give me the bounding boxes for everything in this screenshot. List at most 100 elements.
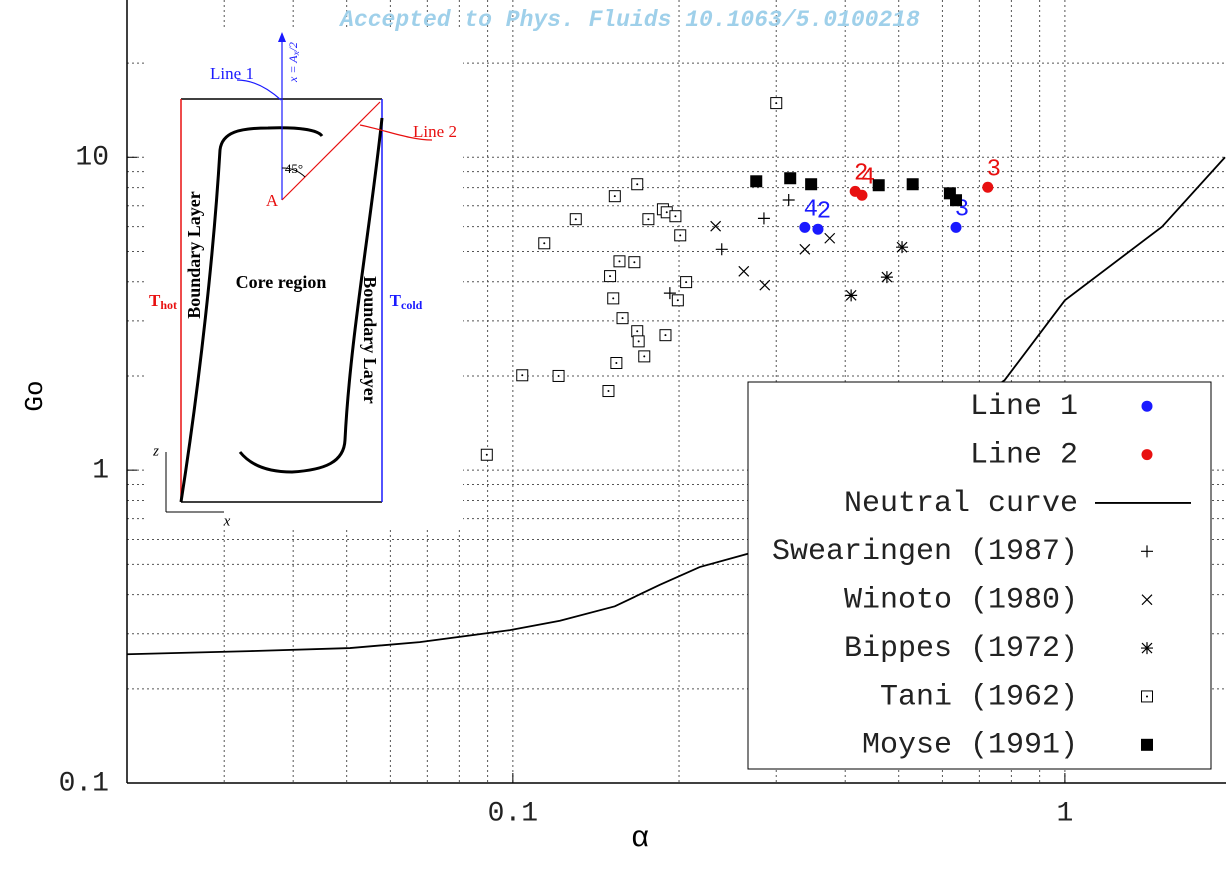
point (1141, 594, 1153, 606)
point-dot (685, 281, 688, 284)
point (632, 335, 645, 348)
legend-label: Neutral curve (844, 487, 1078, 521)
point (950, 221, 962, 233)
point-label: 2 (817, 199, 831, 226)
right-layer-label: Boundary Layer (360, 276, 380, 404)
point-dot (574, 218, 577, 221)
legend-label: Swearingen (1987) (772, 535, 1078, 569)
point-dot (775, 102, 778, 105)
point (784, 172, 797, 185)
core-label: Core region (236, 272, 327, 292)
point (856, 189, 868, 201)
point (516, 369, 529, 382)
sub: cold (401, 298, 423, 312)
legend: Line 1 Line 2 Neutral curve Swearingen (198… (747, 381, 1212, 770)
point-dot (557, 374, 560, 377)
hot-label: Thot (149, 291, 177, 312)
point (805, 178, 818, 191)
legend-label: Tani (1962) (880, 680, 1078, 714)
inset-diagram: Line 1 Line 2 x = Ax/2 45° A Boundary La… (147, 30, 463, 530)
line1-pointer (236, 79, 282, 101)
point (604, 270, 617, 283)
point (906, 178, 919, 191)
point (812, 223, 824, 235)
point-label: 2 (854, 161, 868, 188)
x-tick-label: 0.1 (488, 798, 538, 829)
point (674, 229, 687, 242)
point (845, 289, 858, 302)
frame (126, 0, 1226, 784)
point (710, 220, 722, 232)
point (982, 181, 994, 193)
point (1141, 738, 1153, 751)
legend-box (747, 381, 1212, 770)
point (671, 294, 684, 307)
legend-label: Bippes (1972) (844, 632, 1078, 666)
x-tick-label: 1 (1056, 798, 1073, 829)
point (602, 385, 615, 398)
line2-path (281, 101, 381, 201)
point (663, 287, 676, 300)
legend-label: Moyse (1991) (862, 729, 1078, 763)
point-dot (609, 275, 612, 278)
point-dot (636, 183, 639, 186)
point (1141, 642, 1153, 655)
point-dot (647, 218, 650, 221)
line1-label: Line 1 (210, 64, 254, 83)
inset-background (147, 30, 463, 530)
arrowhead (278, 32, 286, 42)
point (638, 350, 651, 363)
point (799, 221, 811, 233)
x-label: x (223, 513, 231, 529)
point (552, 369, 565, 382)
point-dot (618, 260, 621, 263)
point (715, 243, 728, 256)
point-dot (621, 317, 624, 320)
point (824, 232, 836, 244)
point-dot (521, 374, 524, 377)
watermark: Accepted to Phys. Fluids 10.1063/5.01002… (338, 7, 920, 33)
line2-label: Line 2 (413, 122, 457, 141)
point (669, 210, 682, 223)
point-dot (613, 195, 616, 198)
t: T (149, 291, 161, 310)
point-dot (485, 453, 488, 456)
point-dot (676, 299, 679, 302)
left-layer-label: Boundary Layer (184, 191, 204, 319)
point (896, 241, 909, 254)
legend-label: Line 2 (970, 438, 1078, 472)
point-label: 3 (987, 157, 1001, 184)
point-dot (607, 390, 610, 393)
point-label: A (266, 191, 279, 210)
line2-pointer (359, 124, 433, 141)
point (608, 190, 621, 203)
point (950, 194, 963, 207)
point-dot (664, 334, 667, 337)
y-axis-label: Go (20, 380, 50, 411)
angle-label: 45° (285, 161, 303, 176)
point-dot (665, 211, 668, 214)
point (659, 329, 672, 342)
eq-part: x = A (286, 55, 300, 83)
point-dot (679, 234, 682, 237)
point (610, 357, 623, 370)
point (872, 179, 885, 192)
point (631, 325, 644, 338)
sub: hot (160, 298, 177, 312)
eq-sub: x (291, 51, 301, 56)
point (1141, 449, 1153, 461)
point-dot (633, 261, 636, 264)
point (880, 271, 893, 284)
point (680, 276, 693, 289)
point (642, 213, 655, 226)
point (759, 279, 771, 291)
right-layer-curve (238, 117, 384, 474)
legend-label: Winoto (1980) (844, 584, 1078, 618)
point (799, 243, 811, 255)
angle-arc (281, 167, 306, 178)
point-dot (674, 215, 677, 218)
legend-label: Line 1 (970, 390, 1078, 424)
y-tick-label: 1 (92, 456, 109, 487)
point (607, 292, 620, 305)
